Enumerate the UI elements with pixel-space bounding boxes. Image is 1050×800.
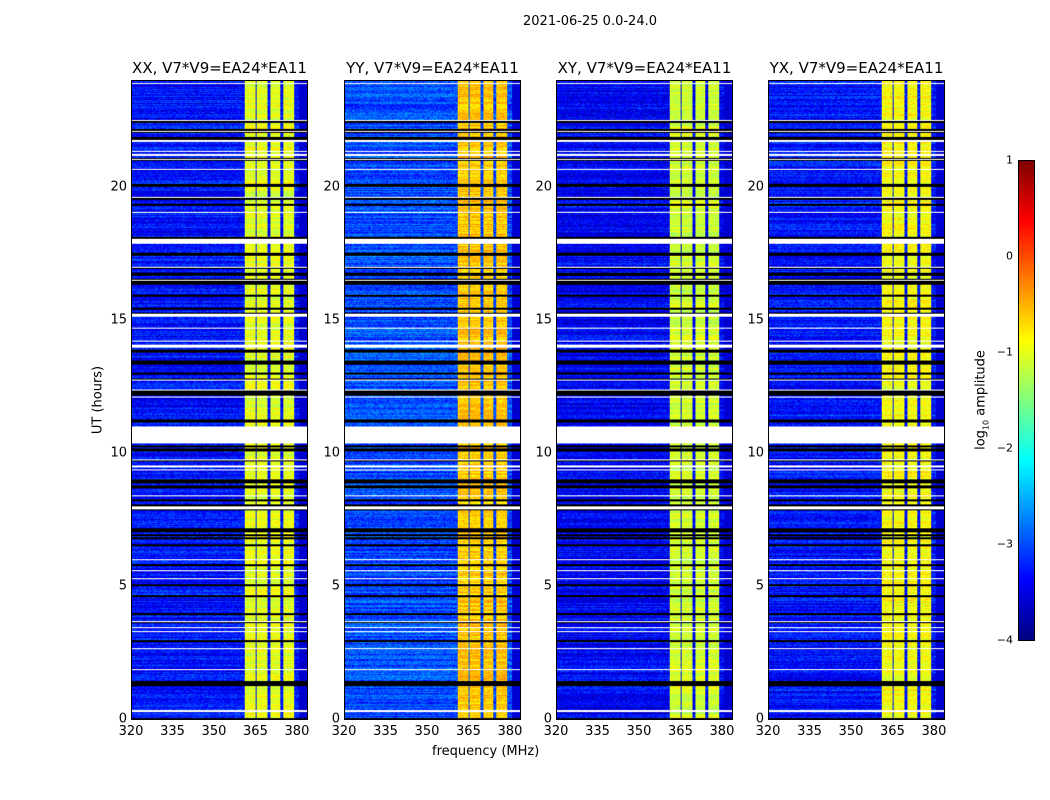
x-tick-label: 380 xyxy=(921,724,947,739)
x-tick-label: 320 xyxy=(331,724,357,739)
x-tick-label: 350 xyxy=(626,724,652,739)
panel-title: YX, V7*V9=EA24*EA11 xyxy=(769,59,944,77)
y-tick-label: 15 xyxy=(747,312,764,328)
heatmap-image xyxy=(132,81,307,719)
y-tick-label: 15 xyxy=(535,312,552,328)
x-axis-label: frequency (MHz) xyxy=(432,744,540,759)
x-tick-label: 350 xyxy=(414,724,440,739)
y-tick-label: 5 xyxy=(118,578,127,594)
y-tick-label: 20 xyxy=(323,179,340,194)
x-tick-label: 335 xyxy=(373,724,398,739)
y-tick-label: 20 xyxy=(535,179,552,194)
y-tick-label: 10 xyxy=(747,445,764,461)
x-tick-label: 365 xyxy=(668,724,693,739)
x-tick-label: 380 xyxy=(709,724,735,739)
y-tick-label: 0 xyxy=(543,711,552,727)
panel-title: XX, V7*V9=EA24*EA11 xyxy=(132,59,307,77)
y-tick-label: 15 xyxy=(323,312,340,328)
heatmap-image xyxy=(345,81,520,719)
x-tick-label: 320 xyxy=(543,724,569,739)
y-tick-label: 0 xyxy=(331,711,340,727)
colorbar-tick-label: −2 xyxy=(996,441,1013,455)
x-tick-label: 380 xyxy=(284,724,310,739)
y-tick-label: 10 xyxy=(323,445,340,461)
heatmap-image xyxy=(769,81,944,719)
colorbar-tick-label: −3 xyxy=(996,537,1013,551)
colorbar xyxy=(1018,160,1035,641)
x-tick-label: 350 xyxy=(201,724,227,739)
colorbar-tick-label: 1 xyxy=(1006,153,1013,167)
y-tick-label: 20 xyxy=(747,179,764,194)
colorbar-tick-label: −4 xyxy=(996,633,1013,647)
x-tick-label: 365 xyxy=(456,724,481,739)
figure-title: 2021-06-25 0.0-24.0 xyxy=(523,14,657,29)
y-tick-label: 5 xyxy=(331,578,340,594)
y-tick-label: 0 xyxy=(118,711,127,727)
y-tick-label: 10 xyxy=(535,445,552,461)
x-tick-label: 335 xyxy=(797,724,822,739)
x-tick-label: 350 xyxy=(838,724,864,739)
y-axis-label: UT (hours) xyxy=(90,365,106,435)
heatmap-image xyxy=(557,81,732,719)
x-tick-label: 320 xyxy=(755,724,781,739)
heatmap-panel xyxy=(344,80,521,720)
x-tick-label: 320 xyxy=(118,724,144,739)
y-tick-label: 20 xyxy=(110,179,127,194)
heatmap-panel xyxy=(768,80,945,720)
colorbar-tick-label: 0 xyxy=(1006,249,1013,263)
colorbar-tick-label: −1 xyxy=(996,345,1013,359)
x-tick-label: 335 xyxy=(160,724,185,739)
panel-title: YY, V7*V9=EA24*EA11 xyxy=(346,59,519,77)
y-tick-label: 5 xyxy=(755,578,764,594)
colorbar-label: log10 amplitude xyxy=(973,350,991,450)
heatmap-panel xyxy=(131,80,308,720)
y-tick-label: 15 xyxy=(110,312,127,328)
x-tick-label: 335 xyxy=(585,724,610,739)
heatmap-panel xyxy=(556,80,733,720)
y-tick-label: 10 xyxy=(110,445,127,461)
x-tick-label: 365 xyxy=(880,724,905,739)
x-tick-label: 365 xyxy=(243,724,268,739)
panel-title: XY, V7*V9=EA24*EA11 xyxy=(557,59,732,77)
y-tick-label: 0 xyxy=(755,711,764,727)
y-tick-label: 5 xyxy=(543,578,552,594)
x-tick-label: 380 xyxy=(497,724,523,739)
